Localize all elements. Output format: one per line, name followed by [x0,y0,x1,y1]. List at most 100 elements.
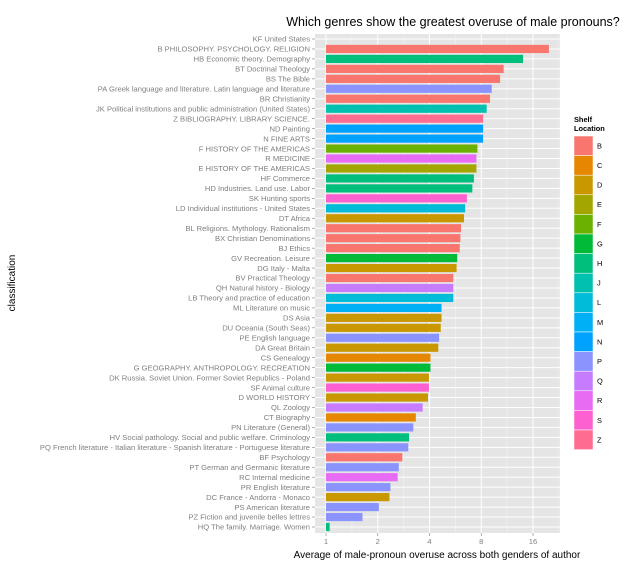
bar [326,254,458,263]
bar [326,54,524,64]
bar [326,234,461,243]
bar [326,343,439,352]
y-tick-label: SF Animal culture [250,383,310,392]
legend-label-q: Q [597,377,603,386]
bar [326,244,460,253]
y-tick-label: DA Great Britain [255,343,310,352]
y-tick-label: SK Hunting sports [249,194,310,203]
y-tick-label: HB Economic theory. Demography [194,55,311,64]
y-axis-label: classification [7,255,18,312]
legend-swatch-l [573,292,594,313]
legend-swatch-b [573,135,594,156]
y-tick-label: BL Religions. Mythology. Rationalism [185,224,310,233]
bar [326,154,477,163]
legend-swatch-e [573,194,594,215]
y-tick-label: DS Asia [283,314,311,323]
y-tick-label: GV Recreation. Leisure [231,254,310,263]
legend-swatch-g [573,233,594,254]
y-tick-label: PT German and Germanic literature [189,463,310,472]
y-tick-label: RC Internal medicine [239,473,310,482]
y-tick-label: ML Literature on music [233,304,310,313]
bar [326,333,440,342]
y-tick-label: JK Political institutions and public adm… [96,104,310,113]
bar [326,413,416,422]
legend-label-r: R [597,396,602,405]
bar [326,273,454,283]
bar [326,204,466,213]
y-tick-label: KF United States [253,35,311,44]
y-tick-label: N FINE ARTS [263,134,310,143]
y-tick-label: CT Biography [264,413,310,422]
y-tick-label: D WORLD HISTORY [239,393,310,402]
legend-swatch-n [573,331,594,352]
bar [326,483,391,492]
bar [326,383,429,392]
bar [326,512,363,522]
legend-swatch-c [573,155,594,176]
legend-label-f: F [597,220,602,229]
y-tick-label: CS Genealogy [261,353,311,362]
bars [326,44,549,532]
bar [326,64,504,73]
legend-label-z: Z [597,435,602,444]
legend-swatch-j [573,272,594,294]
legend-label-n: N [597,337,602,346]
legend-title-line1: Shelf [574,115,593,124]
bar [326,214,465,223]
bar [326,303,442,312]
legend-label-m: M [597,318,603,327]
legend-label-j: J [597,279,601,288]
legend-swatch-q [573,370,594,392]
y-tick-label: Z BIBLIOGRAPHY. LIBRARY SCIENCE. [173,114,310,123]
bar [326,502,379,512]
y-tick-label: G GEOGRAPHY. ANTHROPOLOGY. RECREATION [134,363,310,372]
bar [326,104,487,113]
bar [326,164,477,173]
y-tick-label: HD Industries. Land use. Labor [205,184,311,193]
bar [326,463,399,472]
y-tick-label: ND Painting [269,124,310,133]
y-tick-label: DG Italy - Malta [257,264,311,273]
y-tick-label: PZ Fiction and juvenile belles lettres [188,513,310,522]
bar [326,283,454,293]
legend: Shelf Location B C D E F G H J L M N P Q R S Z [573,115,605,450]
legend-swatch-d [573,174,594,196]
x-tick-label: 4 [427,537,431,546]
y-tick-label: HV Social pathology. Social and public w… [110,433,311,442]
legend-label-g: G [597,239,603,248]
legend-label-l: L [597,298,601,307]
bar [326,473,398,482]
y-tick-label: PN Literature (General) [231,423,310,432]
y-tick-label: B PHILOSOPHY. PSYCHOLOGY. RELIGION [158,45,311,54]
chart-title: Which genres show the greatest overuse o… [286,15,620,29]
y-tick-label: DC France - Andorra - Monaco [206,493,310,502]
bar [326,353,431,362]
bar [326,184,473,193]
bar [326,263,457,273]
bar [326,323,441,332]
bar [326,224,462,233]
bar [326,403,423,412]
legend-swatch-h [573,253,594,274]
bar [326,423,414,432]
x-tick-label: 1 [324,537,328,546]
bar [326,363,431,372]
bar [326,393,428,402]
y-tick-label: BJ Ethics [278,244,310,253]
y-tick-label: DT Africa [279,214,311,223]
y-tick-label: PA Greek language and literature. Latin … [98,84,310,93]
legend-title-line2: Location [574,124,605,133]
y-tick-label: HQ The family. Marriage. Women [198,523,310,532]
y-tick-label: E HISTORY OF THE AMERICAS [198,164,310,173]
bar [326,493,390,502]
x-axis-ticks: 1 2 4 8 16 [324,533,537,546]
legend-swatch-p [573,351,594,372]
bar [326,373,429,382]
bar [326,84,492,93]
bar [326,194,467,203]
bar [326,74,501,83]
bar [326,114,484,123]
legend-swatch-z [573,429,594,450]
